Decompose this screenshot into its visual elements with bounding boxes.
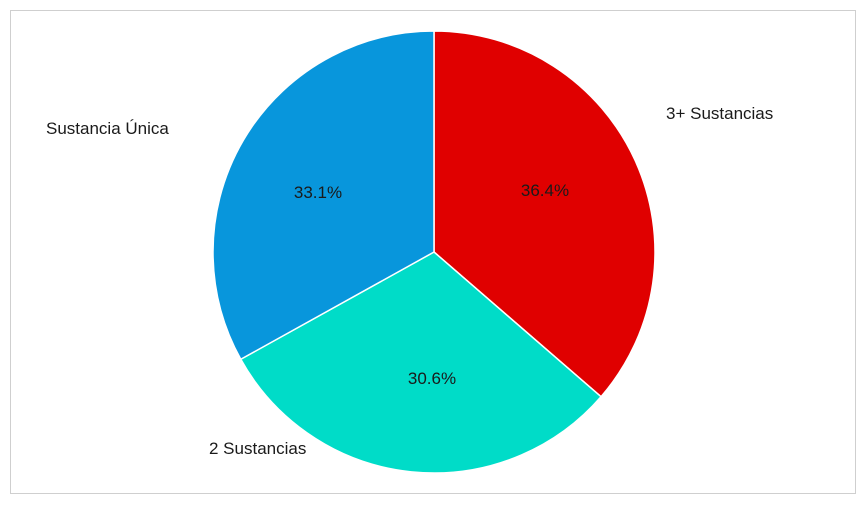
category-labels: 3+ Sustancias 2 Sustancias Sustancia Úni…	[46, 104, 773, 458]
category-label-3plus: 3+ Sustancias	[666, 104, 773, 123]
value-label-3plus: 36.4%	[521, 181, 569, 200]
value-labels: 36.4% 30.6% 33.1%	[294, 181, 569, 388]
value-label-2: 30.6%	[408, 369, 456, 388]
pie-slice-unica	[212, 30, 435, 361]
category-label-unica: Sustancia Única	[46, 119, 169, 138]
category-label-2: 2 Sustancias	[209, 439, 306, 458]
pie-slice-2	[239, 251, 603, 474]
pie-slices	[212, 30, 656, 474]
value-label-unica: 33.1%	[294, 183, 342, 202]
pie-slice-3plus	[433, 30, 656, 398]
